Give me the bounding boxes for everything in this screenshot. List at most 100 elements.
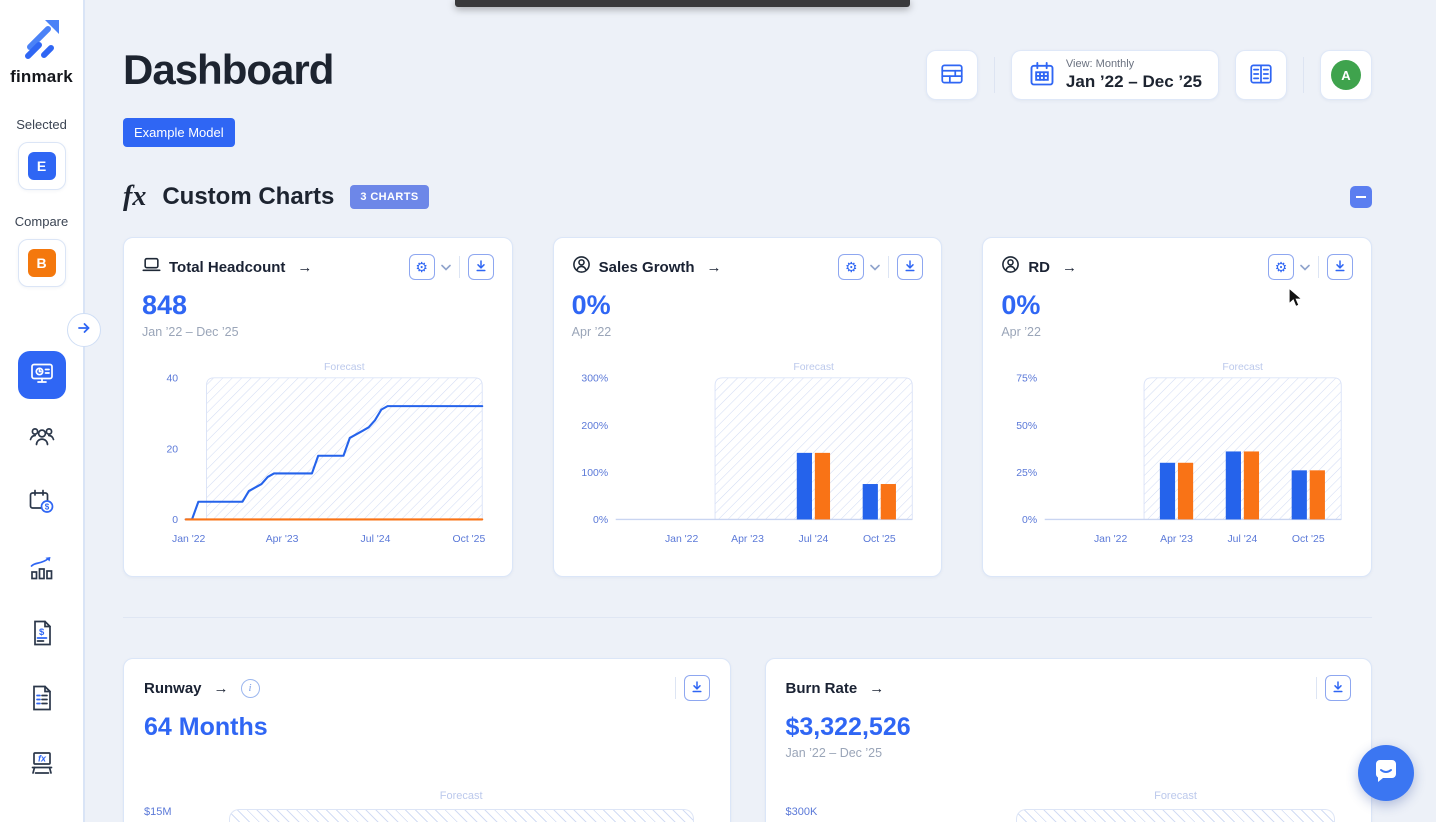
svg-text:300%: 300% [581, 374, 608, 385]
table-layout-button[interactable] [925, 50, 978, 100]
date-range-button[interactable]: View: Monthly Jan ’22 – Dec ’25 [1010, 50, 1219, 100]
card-title[interactable]: Burn Rate [785, 679, 858, 697]
gear-icon: ⚙ [1274, 258, 1288, 275]
chevron-down-icon[interactable] [870, 258, 881, 276]
actions-divider [458, 256, 460, 278]
calendar-money-icon: $ [26, 487, 58, 524]
finmark-logo[interactable]: finmark [10, 14, 73, 87]
card-title[interactable]: Sales Growth [598, 258, 695, 276]
svg-text:100%: 100% [581, 468, 608, 479]
metric-period: Apr ’22 [1001, 325, 1041, 339]
custom-charts-grid: Total Headcount → ⚙ [123, 237, 1372, 577]
header-controls: View: Monthly Jan ’22 – Dec ’25 [925, 50, 1372, 100]
scenario-compare-tile[interactable]: B [17, 239, 66, 287]
chart-settings-button[interactable]: ⚙ [1267, 254, 1294, 280]
download-chart-button[interactable] [897, 254, 924, 280]
actions-divider [1317, 256, 1319, 278]
y-axis-top-label: $300K [785, 806, 818, 818]
chevron-down-icon[interactable] [440, 258, 451, 276]
download-icon [474, 259, 488, 276]
svg-text:Jan '22: Jan '22 [1094, 534, 1128, 545]
download-chart-button[interactable] [683, 675, 710, 701]
arrow-right-icon[interactable]: → [213, 679, 229, 697]
svg-text:Apr '23: Apr '23 [1160, 534, 1193, 545]
logo-wordmark: finmark [10, 67, 73, 86]
kpi-card-burn-rate: Burn Rate → $3,322,526 Jan ’22 – Dec ’25 [764, 658, 1372, 822]
svg-text:$: $ [39, 627, 45, 638]
actions-divider [1316, 677, 1317, 699]
chart-settings-button[interactable]: ⚙ [408, 254, 435, 280]
chart-growth-icon [26, 552, 58, 589]
arrow-right-icon[interactable]: → [1062, 258, 1077, 276]
sidebar-item-reports[interactable] [18, 676, 66, 724]
sidebar-nav: $ $ [17, 351, 66, 789]
svg-text:$: $ [44, 502, 49, 511]
info-icon[interactable]: i [240, 678, 260, 698]
header-divider [993, 57, 995, 93]
download-chart-button[interactable] [467, 254, 494, 280]
example-model-badge[interactable]: Example Model [123, 118, 235, 147]
fx-icon: fx [123, 181, 147, 212]
arrow-right-icon[interactable]: → [706, 258, 722, 276]
chart-settings-button[interactable]: ⚙ [838, 254, 865, 280]
svg-text:Jan '22: Jan '22 [172, 534, 206, 545]
rd-chart: Forecast 0% 25% 50% 75% Jan '22 Apr '23 Jul '24… [1001, 355, 1353, 550]
person-circle-icon [1001, 255, 1020, 279]
svg-text:40: 40 [166, 374, 178, 385]
forecast-region [228, 809, 694, 822]
metric-value: 64 Months [144, 713, 268, 741]
date-range-value: Jan ’22 – Dec ’25 [1065, 72, 1202, 92]
sidebar-item-team[interactable] [18, 416, 66, 464]
kpi-cards-grid: Runway → i 64 Months $15M [123, 658, 1372, 822]
section-divider [123, 617, 1372, 618]
sidebar-item-dashboard[interactable] [17, 351, 66, 399]
svg-text:0%: 0% [593, 515, 608, 526]
svg-text:Forecast: Forecast [793, 362, 834, 373]
main-content: Dashboard Example Model [87, 0, 1436, 822]
sidebar-item-expenses[interactable]: $ [18, 481, 66, 529]
collapse-section-button[interactable] [1350, 186, 1372, 208]
svg-text:Forecast: Forecast [1223, 362, 1264, 373]
chevron-down-icon[interactable] [1300, 258, 1310, 276]
svg-text:Jan '22: Jan '22 [665, 534, 699, 545]
custom-charts-title: Custom Charts [162, 183, 335, 210]
person-circle-icon [572, 255, 591, 279]
metric-value: 0% [1001, 290, 1041, 320]
download-icon [1333, 259, 1347, 276]
sidebar-item-formulas[interactable]: fx [18, 741, 66, 789]
chart-card-sales-growth: Sales Growth → ⚙ [552, 237, 943, 577]
gear-icon: ⚙ [845, 258, 858, 275]
arrow-right-icon[interactable]: → [297, 258, 313, 276]
minus-icon [1356, 196, 1366, 198]
kpi-card-runway: Runway → i 64 Months $15M [123, 658, 731, 822]
card-title[interactable]: Total Headcount [169, 258, 286, 276]
card-title[interactable]: RD [1028, 258, 1050, 276]
svg-text:Apr '23: Apr '23 [266, 534, 299, 545]
metric-value: 0% [571, 290, 611, 320]
table-columns-button[interactable] [1235, 50, 1287, 100]
sidebar-expand-button[interactable] [67, 313, 101, 347]
sidebar-item-financials[interactable]: $ [18, 611, 66, 659]
account-button[interactable]: A [1320, 50, 1372, 100]
burn-rate-chart: $300K Forecast [786, 790, 1352, 822]
chat-launcher-button[interactable] [1358, 745, 1414, 801]
header-divider [1303, 57, 1304, 93]
card-title[interactable]: Runway [144, 679, 202, 697]
download-icon [903, 259, 917, 276]
svg-text:20: 20 [166, 444, 178, 455]
scenario-selected-tile[interactable]: E [17, 142, 66, 190]
svg-text:Oct '25: Oct '25 [453, 534, 486, 545]
download-chart-button[interactable] [1326, 254, 1353, 280]
actions-divider [674, 677, 676, 699]
scenario-b-badge: B [27, 249, 56, 277]
arrow-right-icon[interactable]: → [869, 679, 885, 697]
svg-text:Jul '24: Jul '24 [798, 534, 828, 545]
selected-label: Selected [16, 117, 67, 132]
sidebar-item-metrics[interactable] [18, 546, 66, 594]
metric-value: $3,322,526 [785, 713, 911, 741]
download-chart-button[interactable] [1325, 675, 1351, 701]
table-layout-icon [939, 61, 965, 90]
scenario-e-badge: E [27, 152, 56, 180]
finmark-logo-icon [19, 14, 65, 65]
custom-charts-section-header: fx Custom Charts 3 CHARTS [123, 181, 1372, 213]
